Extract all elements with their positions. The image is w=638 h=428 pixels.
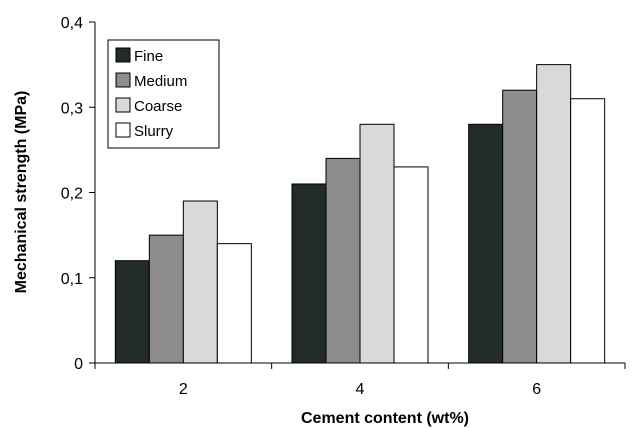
y-tick-label: 0,2 [61, 186, 83, 203]
bar-slurry-2 [216, 243, 252, 364]
legend-label-coarse: Coarse [134, 98, 182, 115]
legend: Fine Medium Coarse Slurry [107, 39, 220, 149]
bar-fine-6 [468, 123, 504, 364]
legend-label-medium: Medium [134, 73, 187, 90]
legend-label-slurry: Slurry [134, 123, 174, 140]
y-tick-label: 0,4 [61, 15, 83, 32]
y-tick-label: 0 [74, 356, 83, 373]
bar-coarse-4 [359, 123, 395, 364]
legend-swatch-fine [115, 47, 131, 63]
x-axis-title: Cement content (wt%) [301, 410, 469, 427]
legend-swatch-slurry [115, 122, 131, 138]
legend-swatch-coarse [115, 97, 131, 113]
bar-coarse-2 [182, 200, 218, 364]
x-tick-label: 4 [356, 381, 365, 398]
bar-medium-6 [502, 89, 538, 364]
bars-layer [114, 64, 606, 364]
y-tick-label: 0,3 [61, 100, 83, 117]
y-ticks: 0 0,1 0,2 0,3 0,4 [61, 15, 95, 373]
x-tick-label: 6 [532, 381, 541, 398]
bar-slurry-6 [570, 98, 606, 364]
bar-slurry-4 [393, 166, 429, 364]
y-tick-label: 0,1 [61, 271, 83, 288]
bar-medium-4 [325, 157, 361, 364]
x-tick-label: 2 [179, 381, 188, 398]
legend-label-fine: Fine [134, 48, 163, 65]
bar-fine-4 [291, 183, 327, 364]
x-ticks: 2 4 6 [94, 363, 626, 398]
bar-medium-2 [148, 234, 184, 364]
bar-coarse-6 [536, 64, 572, 364]
y-axis-title: Mechanical strength (MPa) [13, 91, 30, 294]
legend-swatch-medium [115, 72, 131, 88]
bar-fine-2 [114, 260, 150, 364]
